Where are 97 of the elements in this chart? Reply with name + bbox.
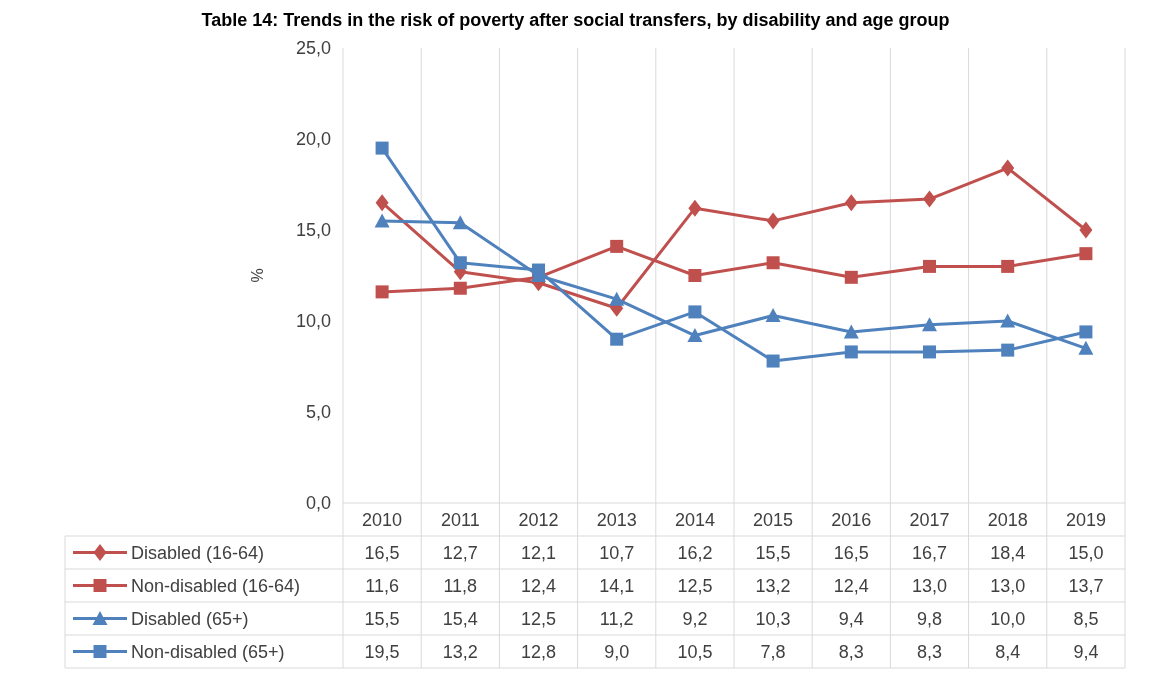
- data-label: 16,7: [911, 542, 948, 563]
- legend-label: Disabled (65+): [131, 608, 249, 629]
- data-label: 16,2: [677, 542, 713, 563]
- y-tick-label: 10,0: [295, 311, 331, 331]
- point: [688, 305, 702, 319]
- y-tick-label: 0,0: [305, 493, 331, 513]
- point: [375, 194, 389, 212]
- point: [687, 328, 703, 343]
- data-label: 13,2: [755, 575, 791, 596]
- data-label: 19,5: [364, 641, 400, 662]
- data-label: 7,8: [760, 641, 786, 662]
- point: [609, 291, 625, 306]
- point: [766, 354, 780, 368]
- data-label: 12,7: [442, 542, 478, 563]
- point: [610, 239, 624, 253]
- data-label: 15,4: [442, 608, 478, 629]
- data-label: 15,5: [755, 542, 791, 563]
- point: [1078, 340, 1094, 355]
- data-label: 12,4: [833, 575, 869, 596]
- data-label: 9,4: [838, 608, 864, 629]
- x-tick-label: 2017: [909, 509, 950, 530]
- point: [923, 190, 936, 208]
- data-label: 10,5: [677, 641, 713, 662]
- data-label: 11,8: [443, 575, 478, 596]
- y-tick-label: 5,0: [305, 402, 331, 422]
- point: [1001, 159, 1015, 177]
- data-label: 18,4: [990, 542, 1026, 563]
- point: [1079, 325, 1093, 339]
- y-tick-label: 15,0: [295, 220, 331, 240]
- data-label: 8,3: [838, 641, 864, 662]
- point: [844, 270, 858, 284]
- data-label: 13,7: [1068, 575, 1104, 596]
- x-tick-label: 2014: [674, 509, 715, 530]
- x-tick-label: 2010: [362, 509, 403, 530]
- point: [844, 194, 858, 212]
- x-tick-label: 2018: [987, 509, 1028, 530]
- y-axis-title: %: [249, 268, 266, 283]
- chart-title: Table 14: Trends in the risk of poverty after social transfers, by disability and age group: [201, 10, 950, 30]
- data-label: 9,4: [1073, 641, 1099, 662]
- data-label: 12,4: [520, 575, 557, 596]
- x-tick-label: 2019: [1065, 509, 1106, 530]
- point: [532, 263, 545, 277]
- data-label: 11,6: [365, 575, 399, 596]
- point: [922, 317, 937, 332]
- point: [688, 269, 702, 282]
- point: [688, 199, 702, 217]
- point: [844, 345, 858, 359]
- point: [765, 308, 781, 323]
- point: [452, 215, 468, 230]
- data-label: 13,0: [911, 575, 948, 596]
- data-label: 15,0: [1068, 542, 1104, 563]
- point: [923, 345, 936, 359]
- data-label: 12,5: [677, 575, 713, 596]
- point: [375, 141, 389, 155]
- x-tick-label: 2015: [753, 509, 794, 530]
- data-label: 10,0: [990, 608, 1026, 629]
- data-label: 8,5: [1073, 608, 1099, 629]
- y-tick-label: 25,0: [295, 38, 331, 58]
- data-label: 9,0: [604, 641, 630, 662]
- legend-label: Non-disabled (16-64): [131, 575, 301, 596]
- point: [610, 332, 624, 346]
- point: [453, 256, 467, 270]
- point: [1079, 221, 1093, 239]
- point: [1001, 259, 1015, 273]
- data-label: 15,5: [364, 608, 400, 629]
- legend-label: Disabled (16-64): [131, 542, 265, 563]
- point: [1001, 343, 1015, 357]
- data-label: 12,1: [520, 542, 557, 563]
- data-label: 9,2: [682, 608, 708, 629]
- x-tick-label: 2013: [596, 509, 637, 530]
- point: [766, 256, 780, 270]
- data-label: 13,0: [990, 575, 1026, 596]
- data-label: 10,3: [755, 608, 791, 629]
- data-label: 12,8: [520, 641, 557, 662]
- point: [453, 281, 467, 295]
- data-label: 11,2: [599, 608, 634, 629]
- point: [1079, 247, 1093, 261]
- point: [843, 324, 859, 339]
- x-tick-label: 2012: [518, 509, 559, 530]
- point: [766, 212, 780, 230]
- point: [375, 285, 389, 299]
- data-label: 14,1: [599, 575, 635, 596]
- data-label: 10,7: [599, 542, 635, 563]
- data-label: 8,3: [916, 641, 943, 662]
- data-label: 12,5: [520, 608, 557, 629]
- point: [1000, 313, 1016, 328]
- legend-label: Non-disabled (65+): [131, 641, 285, 662]
- data-label: 9,8: [916, 608, 943, 629]
- point: [374, 213, 390, 228]
- data-label: 16,5: [364, 542, 400, 563]
- data-label: 13,2: [442, 641, 478, 662]
- data-label: 8,4: [995, 641, 1021, 662]
- x-tick-label: 2016: [831, 509, 872, 530]
- data-label: 16,5: [833, 542, 869, 563]
- y-tick-label: 20,0: [295, 129, 331, 149]
- point: [923, 259, 936, 273]
- x-tick-label: 2011: [440, 509, 480, 530]
